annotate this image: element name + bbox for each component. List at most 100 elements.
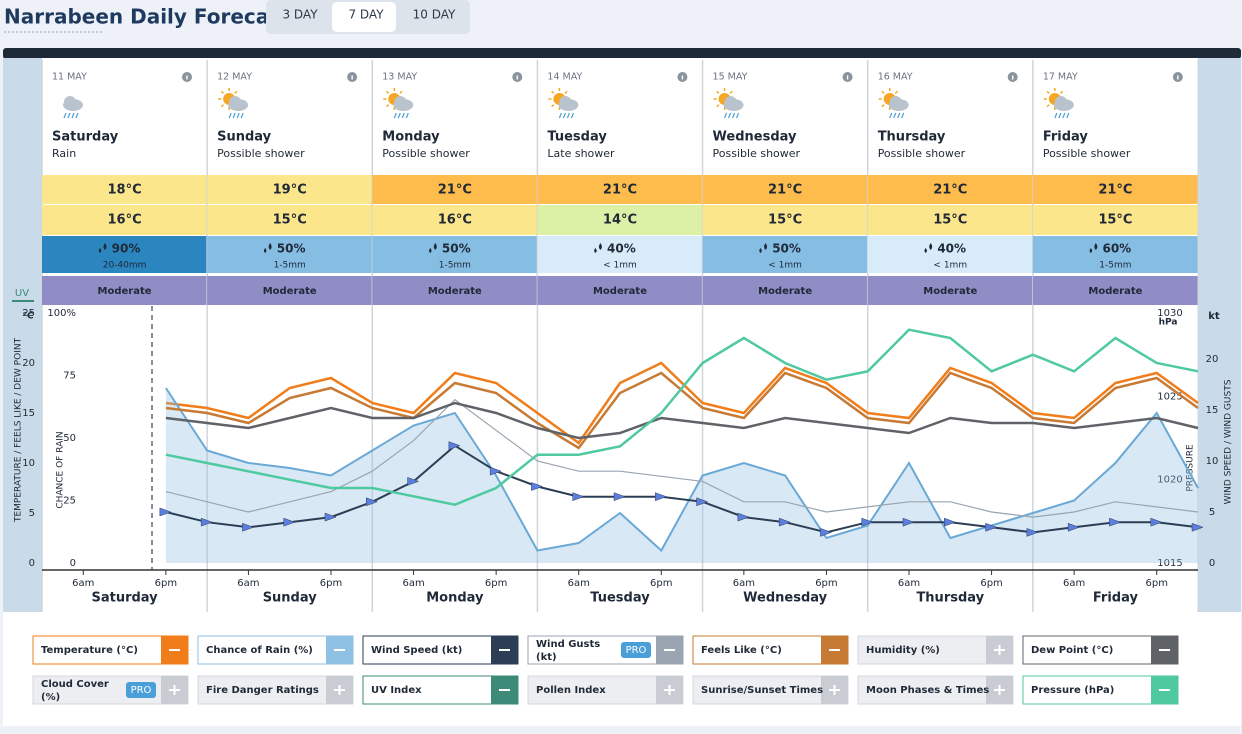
axis-title: TEMPERATURE / FEELS LIKE / DEW POINT <box>14 337 24 523</box>
cloud <box>64 96 76 108</box>
wind-arrow <box>778 517 791 527</box>
legend-toggle[interactable]: Chance of Rain (%) <box>197 635 354 665</box>
series-line <box>165 444 1199 534</box>
pro-label: PRO <box>626 645 647 656</box>
wind-arrow <box>159 507 172 517</box>
rain-chance: 50% <box>442 242 471 256</box>
axis-title: CHANCE OF RAIN <box>56 431 66 508</box>
info-dot <box>1012 75 1014 80</box>
pro-badge <box>126 682 156 698</box>
legend-toggle[interactable]: UV Index <box>362 675 519 705</box>
y-unit: °C <box>22 312 34 322</box>
sun-ray <box>1046 104 1050 108</box>
raindrop <box>889 112 893 119</box>
wind-arrow <box>655 492 668 502</box>
raindrop <box>405 112 409 119</box>
legend-toggle[interactable]: Wind Gusts (kt) PRO <box>527 635 684 665</box>
windticks-label: 10 <box>1206 456 1219 467</box>
max-temp: 18°C <box>107 183 141 198</box>
cloud <box>724 96 737 108</box>
weather-icon <box>713 88 744 119</box>
min-cell <box>42 205 208 235</box>
rain-cell <box>537 236 703 273</box>
max-cell <box>537 175 703 204</box>
min-temp: 14°C <box>603 213 637 228</box>
info-dot <box>681 75 684 80</box>
raindrop <box>393 112 397 119</box>
legend-toggle[interactable]: Moon Phases & Times <box>857 675 1014 705</box>
day-axis-label: Monday <box>426 591 484 606</box>
day-name: Friday <box>1043 130 1089 145</box>
day-axis-label: Friday <box>1093 591 1139 606</box>
max-temp: 19°C <box>273 183 307 198</box>
legend-toggle[interactable]: Temperature (°C) <box>32 635 189 665</box>
windticks-label: 20 <box>1206 354 1219 365</box>
legend-toggle[interactable]: Fire Danger Ratings <box>197 675 354 705</box>
weather-icon <box>383 88 414 119</box>
sun-ray <box>399 90 403 94</box>
sun-ray <box>220 90 225 94</box>
legend-label: Pollen Index <box>536 685 606 696</box>
windticks-label: 0 <box>1209 558 1215 569</box>
yticks-label: 15 <box>22 408 35 419</box>
series-line <box>165 371 1199 450</box>
legend-toggle[interactable]: Humidity (%) <box>857 635 1014 665</box>
rain-chance: 60% <box>1102 242 1131 256</box>
legend-toggle[interactable]: Feels Like (°C) <box>692 635 849 665</box>
day-summary: Late shower <box>547 147 615 160</box>
uv-cell <box>207 276 373 305</box>
raindrop <box>397 112 401 119</box>
pro-label: PRO <box>131 685 152 696</box>
day-date: 12 MAY <box>217 72 252 83</box>
legend-toggle[interactable]: Sunrise/Sunset Times <box>692 675 849 705</box>
series-line <box>165 361 1199 445</box>
tab[interactable]: 7 DAY <box>348 8 384 22</box>
pressureticks-label: 1015 <box>1157 558 1182 569</box>
legend-toggle[interactable]: Pressure (hPa) <box>1022 675 1179 705</box>
rain-amount: 1-5mm <box>274 261 306 271</box>
wind-arrow <box>448 441 461 451</box>
x-tick-label: 6am <box>1063 578 1085 589</box>
sun-ray <box>551 104 555 108</box>
max-temp: 21°C <box>438 183 472 198</box>
pressureticks-label: 1030 <box>1157 308 1182 319</box>
max-temp: 21°C <box>933 183 967 198</box>
series-line <box>165 401 1199 440</box>
max-cell <box>372 175 538 204</box>
legend-label: Temperature (°C) <box>41 645 138 656</box>
uv-level: Moderate <box>263 286 317 297</box>
wind-arrow <box>1191 522 1204 532</box>
legend-toggle[interactable]: Pollen Index <box>527 675 684 705</box>
tab[interactable]: 10 DAY <box>413 8 456 22</box>
legend-label: UV Index <box>371 685 422 696</box>
max-cell <box>867 175 1033 204</box>
day-axis-label: Sunday <box>263 591 318 606</box>
min-temp: 16°C <box>107 213 141 228</box>
rain-chance: 40% <box>607 242 636 256</box>
tab[interactable]: 3 DAY <box>282 8 318 22</box>
legend-toggle[interactable]: Wind Speed (kt) <box>362 635 519 665</box>
legend-toggle[interactable]: Cloud Cover (%) PRO <box>32 675 189 705</box>
legend-label: Humidity (%) <box>866 645 940 656</box>
wind-arrow <box>366 497 379 507</box>
raindrop <box>562 112 566 119</box>
wind-arrow <box>737 512 750 522</box>
legend-toggle[interactable]: Dew Point (°C) <box>1022 635 1179 665</box>
uv-cell <box>537 276 703 305</box>
day-axis-label: Tuesday <box>590 591 650 606</box>
axis-title: PRESSURE <box>1186 444 1196 492</box>
rainticks-label: 25 <box>63 496 76 507</box>
rain-amount: 1-5mm <box>1099 261 1131 271</box>
legend-label: Fire Danger Ratings <box>206 685 319 696</box>
legend-label: Sunrise/Sunset Times <box>701 685 823 696</box>
raindrop <box>732 112 736 119</box>
day-summary: Possible shower <box>878 147 966 160</box>
raindrop <box>1062 112 1066 119</box>
wind-arrow <box>200 517 213 527</box>
day-summary: Rain <box>52 147 76 160</box>
tab-active[interactable] <box>332 2 396 32</box>
raindrop <box>1054 112 1058 119</box>
raindrop <box>71 112 75 119</box>
rain-cell <box>702 236 868 273</box>
